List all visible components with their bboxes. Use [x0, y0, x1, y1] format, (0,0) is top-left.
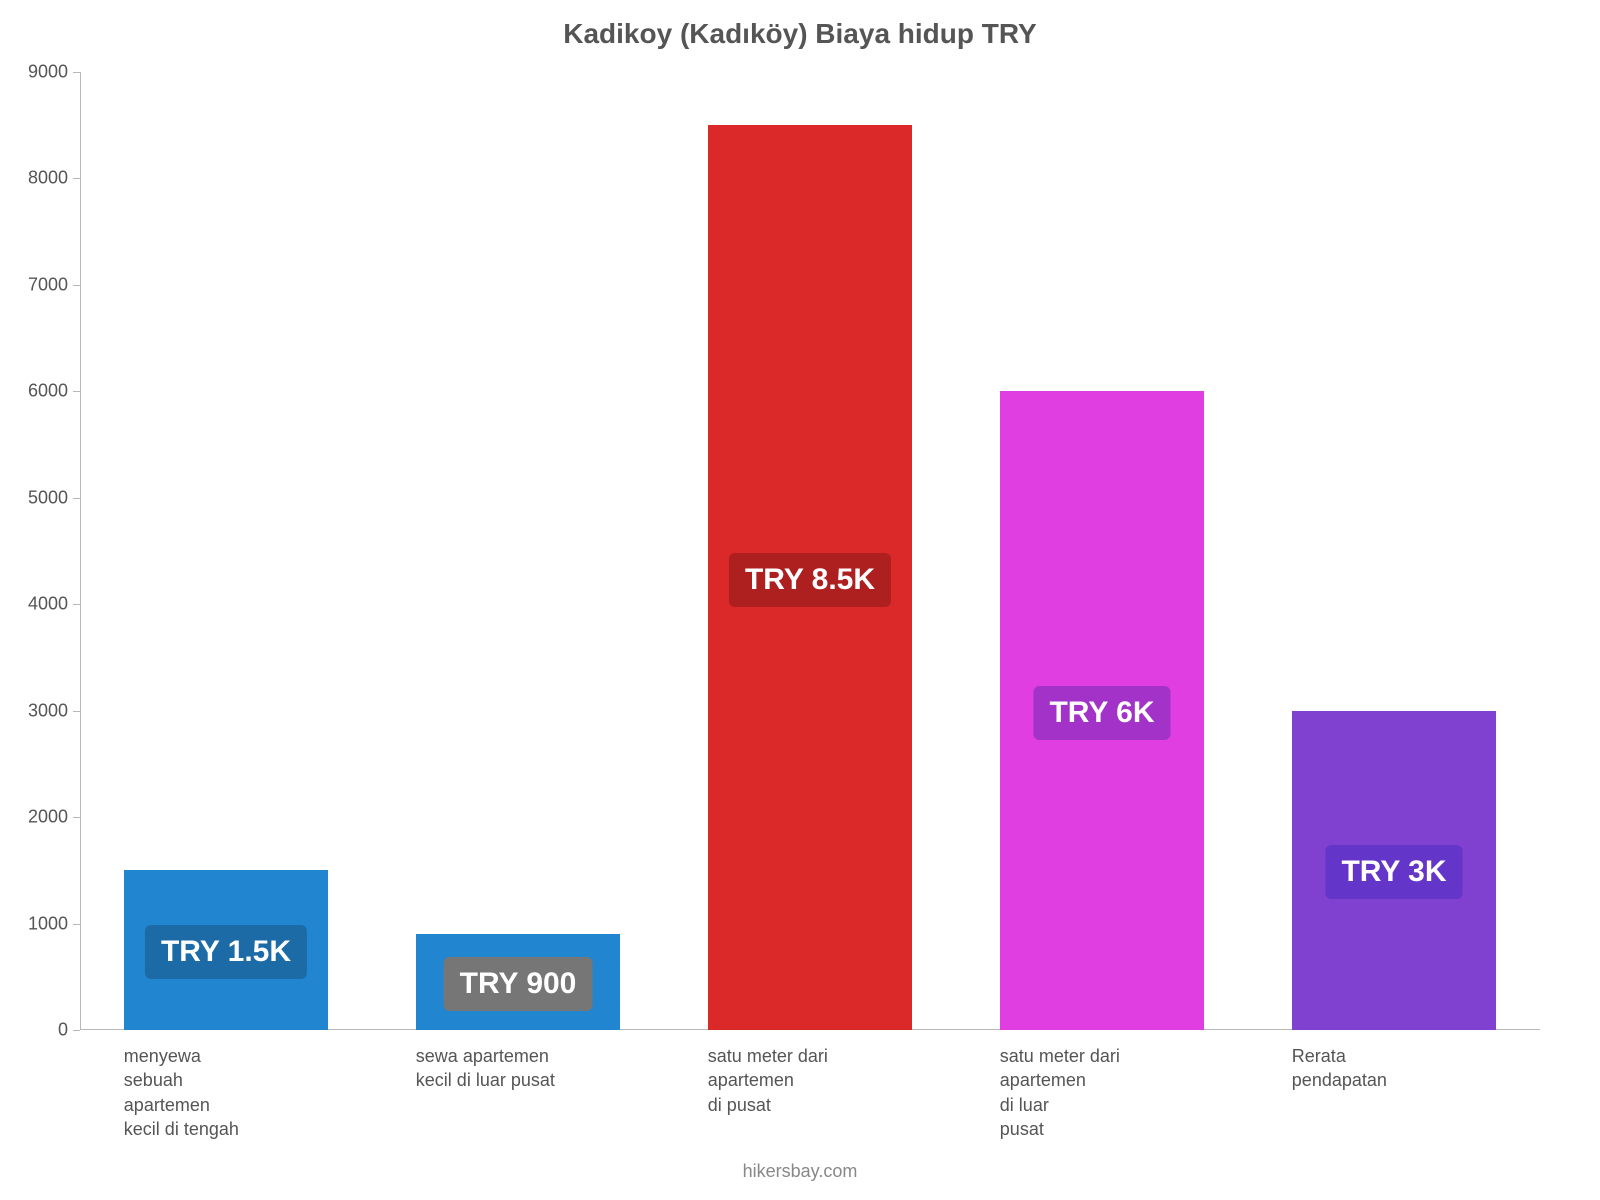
- y-tick-mark: [73, 711, 80, 712]
- y-tick-mark: [73, 72, 80, 73]
- attribution-text: hikersbay.com: [0, 1161, 1600, 1182]
- y-tick-mark: [73, 498, 80, 499]
- y-tick-label: 2000: [28, 807, 68, 828]
- y-tick-mark: [73, 1030, 80, 1031]
- y-tick-label: 5000: [28, 487, 68, 508]
- x-category-label: satu meter dariapartemendi luarpusat: [1000, 1044, 1190, 1141]
- chart-container: Kadikoy (Kadıköy) Biaya hidup TRY TRY 1.…: [0, 0, 1600, 1200]
- y-tick-mark: [73, 178, 80, 179]
- x-category-label: menyewasebuahapartemenkecil di tengah: [124, 1044, 314, 1141]
- x-category-label: sewa apartemenkecil di luar pusat: [416, 1044, 606, 1093]
- bar-value-label: TRY 8.5K: [729, 553, 891, 607]
- bar-value-label: TRY 6K: [1033, 686, 1170, 740]
- y-tick-label: 8000: [28, 168, 68, 189]
- y-tick-label: 1000: [28, 913, 68, 934]
- x-category-label: Reratapendapatan: [1292, 1044, 1482, 1093]
- y-tick-label: 9000: [28, 62, 68, 83]
- y-tick-label: 6000: [28, 381, 68, 402]
- plot-area: TRY 1.5K TRY 900 TRY 8.5K TRY 6K TRY 3K: [80, 72, 1540, 1030]
- bar-value-label: TRY 900: [444, 957, 593, 1011]
- y-tick-mark: [73, 924, 80, 925]
- y-tick-mark: [73, 285, 80, 286]
- y-tick-label: 3000: [28, 700, 68, 721]
- y-tick-mark: [73, 817, 80, 818]
- y-tick-label: 7000: [28, 274, 68, 295]
- bar-value-label: TRY 1.5K: [145, 925, 307, 979]
- y-tick-label: 4000: [28, 594, 68, 615]
- y-tick-mark: [73, 391, 80, 392]
- x-category-label: satu meter dariapartemendi pusat: [708, 1044, 898, 1117]
- chart-title: Kadikoy (Kadıköy) Biaya hidup TRY: [0, 18, 1600, 50]
- y-tick-label: 0: [58, 1020, 68, 1041]
- y-tick-mark: [73, 604, 80, 605]
- bar-value-label: TRY 3K: [1325, 845, 1462, 899]
- y-axis-line: [80, 72, 81, 1030]
